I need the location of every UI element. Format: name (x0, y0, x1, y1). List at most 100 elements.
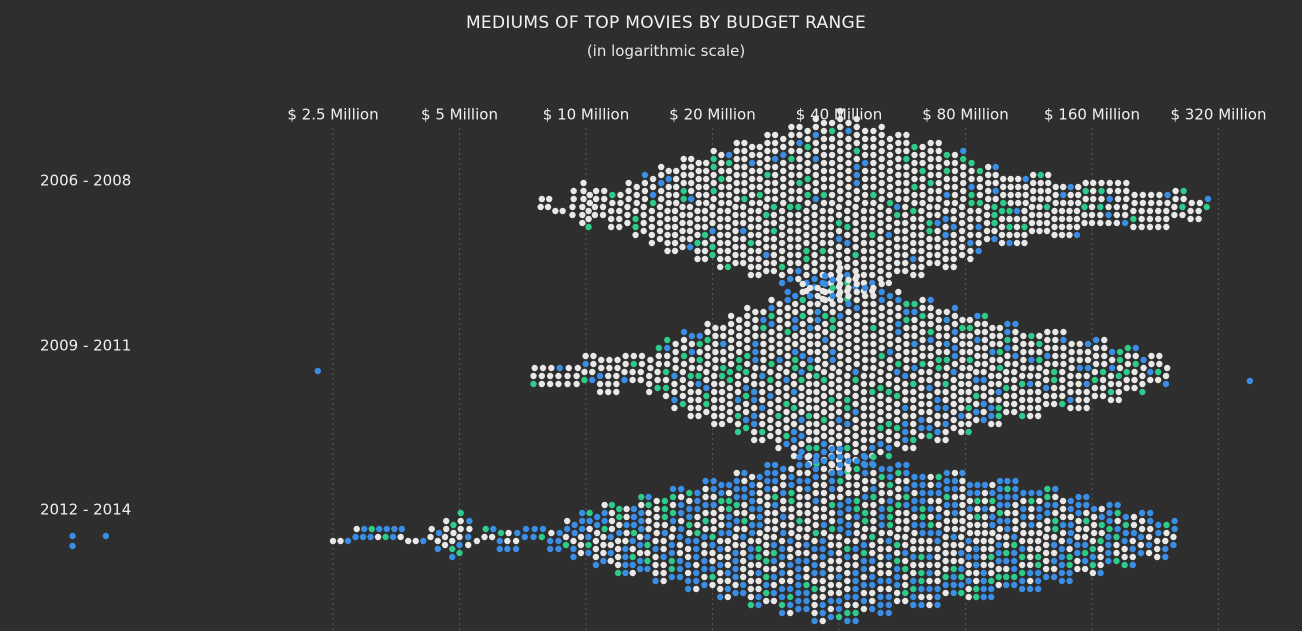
data-point (694, 247, 701, 255)
data-point (911, 513, 918, 521)
data-point (530, 372, 537, 380)
data-point (664, 231, 671, 239)
data-point (845, 340, 852, 348)
data-point (1050, 400, 1058, 408)
data-point (852, 609, 859, 617)
data-point (770, 211, 778, 219)
data-point (805, 372, 813, 380)
data-point (995, 380, 1002, 388)
data-point (544, 203, 552, 211)
data-point (813, 412, 820, 420)
data-point (783, 368, 790, 376)
data-point (617, 199, 624, 207)
data-point (950, 424, 957, 432)
data-point (1083, 517, 1090, 525)
data-point (893, 368, 901, 376)
data-point (747, 255, 755, 263)
data-point (988, 537, 995, 545)
data-point (786, 219, 794, 227)
data-point (886, 183, 894, 191)
data-point (902, 412, 909, 420)
data-point (806, 364, 814, 372)
data-point (860, 597, 868, 605)
data-point (844, 412, 851, 420)
data-point (813, 452, 820, 460)
data-point (735, 324, 743, 332)
data-point (911, 521, 918, 529)
data-point (632, 231, 639, 239)
data-point (733, 163, 740, 171)
data-point (1013, 207, 1021, 215)
data-point (788, 131, 795, 139)
data-point (687, 412, 694, 420)
data-point (820, 489, 828, 497)
data-point (735, 356, 743, 364)
data-point (989, 340, 996, 348)
data-point (845, 167, 852, 175)
data-point (974, 521, 981, 529)
data-point (752, 348, 759, 356)
data-point (958, 565, 965, 573)
data-point (803, 255, 810, 263)
data-point (531, 525, 538, 533)
data-point (870, 461, 877, 469)
data-point (768, 304, 775, 312)
data-point (686, 505, 693, 513)
data-point (869, 239, 876, 247)
data-point (545, 195, 553, 203)
data-point (1004, 344, 1011, 352)
data-point (811, 545, 818, 553)
data-point (798, 408, 805, 416)
data-point (959, 348, 966, 356)
data-point (624, 203, 631, 211)
data-point (771, 493, 779, 501)
data-point (786, 251, 794, 259)
data-point (910, 207, 917, 215)
data-point (656, 211, 664, 219)
data-point (820, 432, 828, 440)
data-point (950, 408, 957, 416)
data-point (959, 316, 966, 324)
data-point (869, 428, 876, 436)
data-point (950, 565, 957, 573)
data-point (828, 420, 835, 428)
data-point (733, 493, 740, 501)
data-point (497, 529, 505, 537)
data-point (950, 573, 957, 581)
data-point (1107, 396, 1115, 404)
data-point (591, 211, 599, 219)
data-point (687, 187, 695, 195)
data-point (819, 609, 826, 617)
data-point (1026, 388, 1034, 396)
data-point (1092, 352, 1100, 360)
data-point (827, 613, 835, 621)
data-point (958, 533, 965, 541)
data-point (878, 360, 885, 368)
data-point (665, 191, 672, 199)
data-point (927, 296, 934, 304)
data-point (918, 408, 925, 416)
data-point (1068, 364, 1075, 372)
data-point (878, 481, 885, 489)
data-point (755, 223, 762, 231)
data-point (1052, 501, 1059, 509)
data-point (1091, 368, 1099, 376)
data-point (951, 199, 959, 207)
data-point (778, 215, 786, 223)
data-point (981, 505, 989, 513)
data-point (1034, 569, 1042, 577)
data-point (811, 243, 818, 251)
data-point (798, 392, 805, 400)
data-point (763, 203, 770, 211)
data-point (1164, 191, 1171, 199)
data-point (1105, 549, 1112, 557)
data-point (943, 308, 951, 316)
data-point (1060, 336, 1067, 344)
data-point (791, 340, 799, 348)
data-point (934, 537, 941, 545)
data-point (860, 436, 868, 444)
data-point (845, 191, 852, 199)
data-point (1050, 368, 1058, 376)
data-point (662, 392, 670, 400)
data-point (935, 364, 942, 372)
